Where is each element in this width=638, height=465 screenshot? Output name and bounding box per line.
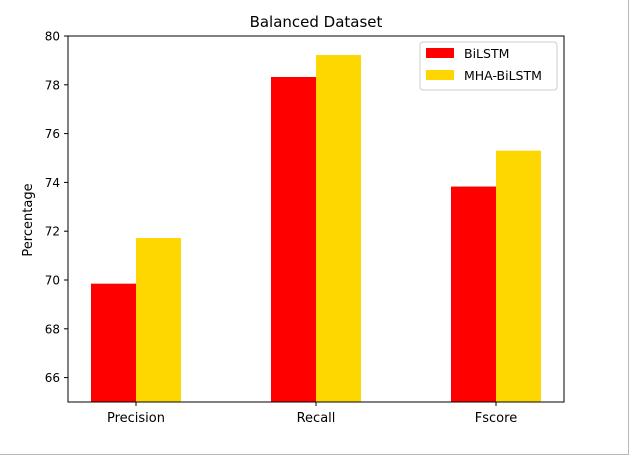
x-tick-label-recall: Recall (297, 411, 336, 426)
legend-swatch (426, 70, 454, 80)
y-tick-label: 78 (45, 78, 60, 92)
legend-swatch (426, 48, 454, 58)
figure-border-bottom (0, 454, 629, 455)
y-tick-label: 80 (45, 30, 60, 44)
y-tick-label: 66 (45, 371, 60, 385)
bar-mha-bilstm-fscore (496, 150, 541, 402)
y-tick-label: 76 (45, 127, 60, 141)
legend-label: MHA-BiLSTM (464, 68, 542, 83)
y-tick-label: 74 (45, 176, 60, 190)
bar-bilstm-fscore (451, 186, 496, 402)
legend-box (419, 41, 558, 91)
bar-mha-bilstm-precision (136, 238, 181, 402)
bar-bilstm-recall (271, 76, 316, 402)
bars-layer (91, 55, 541, 402)
figure-border-right (628, 0, 629, 455)
bar-bilstm-precision (91, 283, 136, 402)
y-tick-label: 72 (45, 225, 60, 239)
axis-layer: 66 68 70 72 74 76 78 80 Precision Recall Fscore (45, 30, 565, 426)
x-tick-label-fscore: Fscore (475, 411, 517, 426)
legend-label: BiLSTM (464, 46, 509, 61)
x-tick-label-precision: Precision (107, 411, 165, 426)
y-tick-label: 68 (45, 322, 60, 336)
bar-mha-bilstm-recall (316, 55, 361, 402)
chart-title: Balanced Dataset (250, 13, 383, 31)
y-axis-label: Percentage (21, 183, 36, 256)
legend: BiLSTM MHA-BiLSTM (419, 41, 558, 91)
y-tick-label: 70 (45, 274, 60, 288)
